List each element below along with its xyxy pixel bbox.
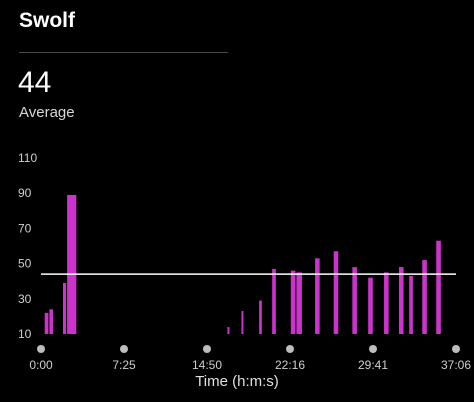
x-tick-dot xyxy=(286,345,294,353)
bar xyxy=(272,268,276,334)
bar xyxy=(333,251,339,334)
x-tick-label: 14:50 xyxy=(192,358,222,372)
header-divider xyxy=(19,52,228,53)
bar xyxy=(398,267,404,334)
bar xyxy=(409,275,413,334)
y-tick-label: 110 xyxy=(18,151,37,165)
x-axis-title: Time (h:m:s) xyxy=(195,373,279,390)
x-tick-dot xyxy=(452,345,460,353)
average-value: 44 xyxy=(18,66,52,99)
x-tick-dot xyxy=(37,345,45,353)
bar xyxy=(44,312,49,334)
y-axis-ticks: 10 30 50 70 90 110 xyxy=(18,151,37,341)
x-tick-label: 22:16 xyxy=(275,358,305,372)
bar xyxy=(290,270,296,334)
bar xyxy=(315,258,320,334)
y-tick-label: 10 xyxy=(18,327,32,341)
x-tick-label: 37:06 xyxy=(441,358,471,372)
bar xyxy=(241,311,244,334)
bar xyxy=(436,240,441,334)
bar xyxy=(352,267,357,334)
bar xyxy=(368,277,373,334)
average-label: Average xyxy=(19,104,75,121)
x-tick-label: 0:00 xyxy=(29,358,53,372)
y-tick-label: 70 xyxy=(18,221,32,235)
bar xyxy=(384,272,389,334)
bar xyxy=(259,300,262,334)
page-title: Swolf xyxy=(19,9,75,32)
y-tick-label: 50 xyxy=(18,257,32,271)
x-tick-dot xyxy=(369,345,377,353)
x-axis: 0:00 7:25 14:50 22:16 29:41 37:06 xyxy=(29,345,471,372)
swolf-chart[interactable]: 10 30 50 70 90 110 0:00 7:25 14:50 22:16 29:41 37:… xyxy=(0,140,474,372)
bar xyxy=(62,282,67,334)
bar xyxy=(422,260,427,334)
bar xyxy=(49,309,54,334)
y-tick-label: 30 xyxy=(18,292,32,306)
x-tick-dot xyxy=(120,345,128,353)
x-tick-label: 7:25 xyxy=(112,358,136,372)
bars xyxy=(44,194,441,334)
bar xyxy=(227,326,230,334)
x-tick-label: 29:41 xyxy=(358,358,388,372)
x-tick-dot xyxy=(203,345,211,353)
bar xyxy=(67,194,77,334)
y-tick-label: 90 xyxy=(18,186,32,200)
bar xyxy=(296,272,302,334)
